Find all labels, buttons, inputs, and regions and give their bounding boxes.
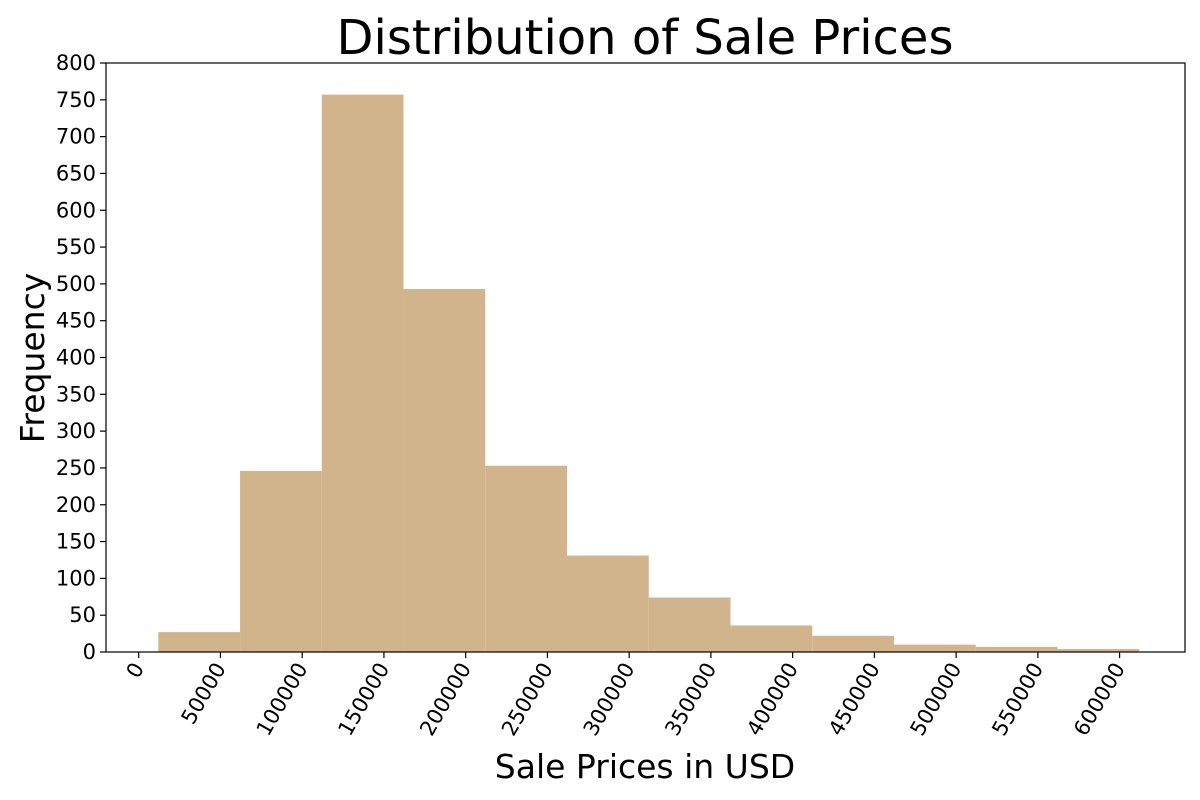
x-axis-ticks: 0 50000 100000 150000 200000 250000 300000 3500… — [122, 652, 1130, 740]
y-axis-ticks: 0 50 100 150 200 250 300 350 400 450 500 550 600 650 7… — [56, 51, 106, 664]
histogram-bar-7 — [648, 597, 731, 652]
histogram-bar-9 — [812, 635, 894, 652]
x-tick-label-7: 350000 — [660, 659, 721, 740]
y-tick-label-5: 250 — [56, 456, 96, 480]
x-tick-label-4: 200000 — [415, 659, 476, 740]
y-tick-label-7: 350 — [56, 382, 96, 406]
x-tick-label-9: 450000 — [824, 659, 885, 740]
histogram-bar-11 — [975, 646, 1058, 652]
histogram-bar-6 — [567, 555, 649, 652]
chart-title: Distribution of Sale Prices — [337, 10, 954, 66]
x-tick-label-8: 400000 — [742, 659, 803, 740]
histogram-bar-5 — [485, 465, 568, 652]
x-tick-label-2: 100000 — [252, 659, 313, 740]
y-tick-label-2: 100 — [56, 566, 96, 590]
y-tick-label-4: 200 — [56, 493, 96, 517]
y-tick-label-11: 550 — [56, 235, 96, 259]
histogram-bar-3 — [321, 94, 404, 652]
y-tick-label-3: 150 — [56, 530, 96, 554]
y-axis-label: Frequency — [13, 273, 52, 443]
y-tick-label-12: 600 — [56, 198, 96, 222]
x-tick-label-6: 300000 — [579, 659, 640, 740]
histogram-bar-12 — [1057, 649, 1140, 652]
y-tick-label-0: 0 — [83, 640, 96, 664]
y-tick-label-6: 300 — [56, 419, 96, 443]
x-tick-label-11: 550000 — [987, 659, 1048, 740]
y-tick-label-8: 400 — [56, 346, 96, 370]
y-tick-label-10: 500 — [56, 272, 96, 296]
histogram-bar-10 — [893, 644, 976, 652]
y-tick-label-14: 700 — [56, 125, 96, 149]
x-tick-label-5: 250000 — [497, 659, 558, 740]
y-tick-label-16: 800 — [56, 51, 96, 75]
y-tick-label-9: 450 — [56, 309, 96, 333]
plot-area-frame — [105, 62, 1186, 653]
x-tick-label-12: 600000 — [1069, 659, 1130, 740]
x-axis-label: Sale Prices in USD — [495, 747, 795, 786]
x-tick-label-1: 50000 — [177, 659, 231, 729]
histogram-bar-1 — [158, 632, 241, 652]
y-tick-label-15: 750 — [56, 88, 96, 112]
y-tick-label-1: 50 — [69, 603, 96, 627]
histogram-bar-8 — [730, 625, 813, 652]
histogram-bar-4 — [403, 289, 486, 652]
histogram-bar-2 — [240, 470, 322, 652]
x-tick-label-3: 150000 — [333, 659, 394, 740]
bars-layer — [158, 94, 1140, 652]
x-tick-label-0: 0 — [122, 659, 149, 683]
y-tick-label-13: 650 — [56, 161, 96, 185]
x-tick-label-10: 500000 — [906, 659, 967, 740]
